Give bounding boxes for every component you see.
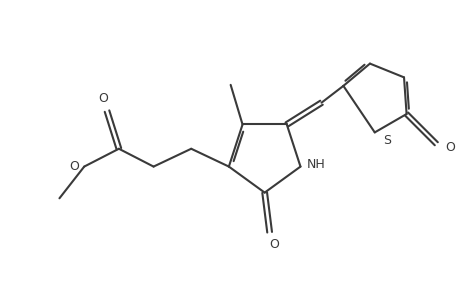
Text: S: S [382,134,390,147]
Text: O: O [69,160,79,173]
Text: O: O [269,238,279,250]
Text: O: O [98,92,108,105]
Text: NH: NH [306,158,325,171]
Text: O: O [444,141,454,154]
